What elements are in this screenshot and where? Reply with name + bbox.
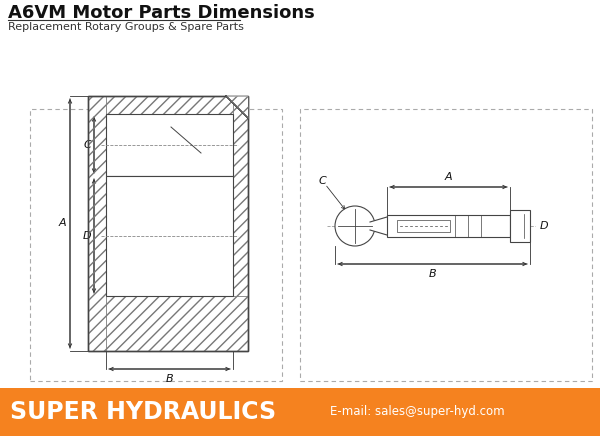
Text: A: A [58,218,66,228]
Bar [233,96,248,296]
Polygon shape [226,96,248,118]
Text: B: B [166,374,173,384]
Bar [106,176,233,296]
Bar [88,96,248,351]
Bar [88,96,248,351]
Bar [0,388,600,436]
Bar [30,109,282,381]
Text: A6VM Motor Parts Dimensions: A6VM Motor Parts Dimensions [8,4,315,22]
Text: Replacement Rotary Groups & Spare Parts: Replacement Rotary Groups & Spare Parts [8,22,244,32]
Text: A: A [445,172,452,182]
Bar [88,96,106,351]
Text: C: C [83,140,91,150]
Bar [510,210,530,242]
Text: C: C [318,176,326,186]
Bar [106,296,248,351]
Bar [300,109,592,381]
Bar [397,220,450,232]
Polygon shape [370,217,387,235]
Bar [387,215,510,237]
Text: E-mail: sales@super-hyd.com: E-mail: sales@super-hyd.com [330,405,505,419]
Text: B: B [428,269,436,279]
Text: SUPER HYDRAULICS: SUPER HYDRAULICS [10,400,276,424]
Circle shape [335,206,375,246]
Polygon shape [226,96,248,118]
Text: D: D [82,231,91,241]
Bar [106,96,233,114]
Text: D: D [540,221,548,231]
Bar [106,114,233,176]
